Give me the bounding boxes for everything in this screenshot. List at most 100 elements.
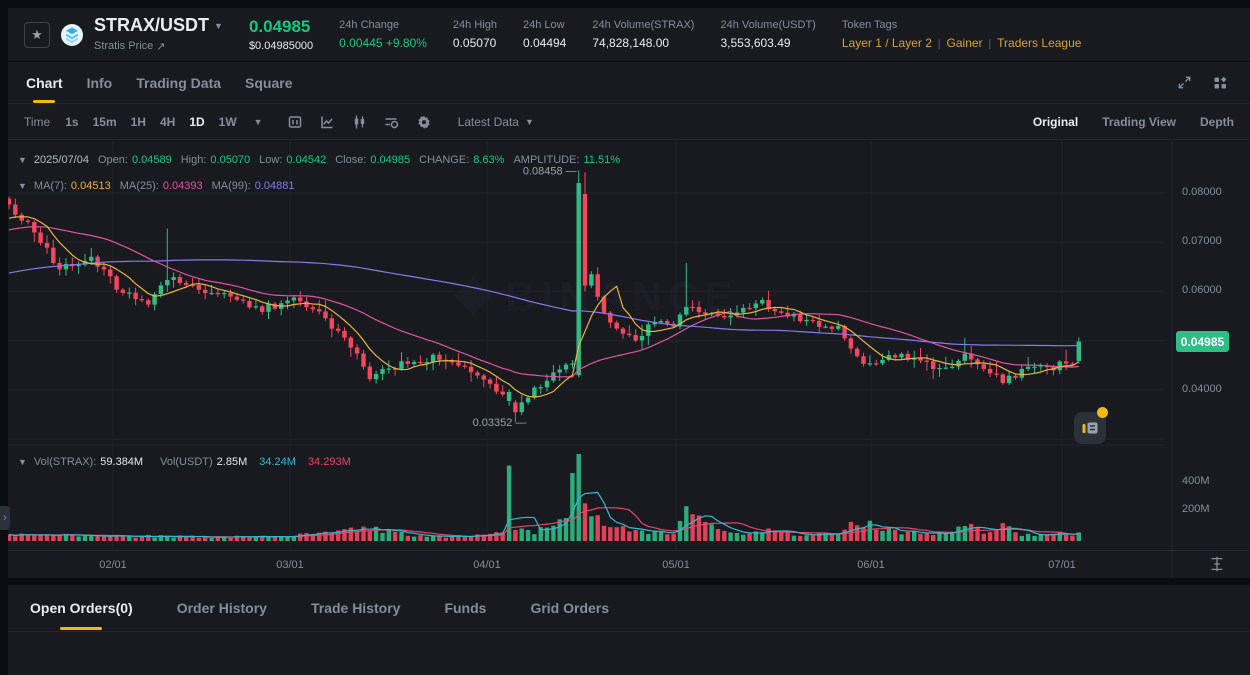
pair-caret-icon: ▼ — [214, 20, 223, 31]
svg-text:BINANCE: BINANCE — [505, 273, 738, 320]
pair-selector[interactable]: STRAX/USDT ▼ — [94, 15, 223, 36]
chart-settings-button[interactable] — [416, 114, 432, 130]
tab-info[interactable]: Info — [75, 62, 125, 103]
token-tag[interactable]: Gainer — [946, 36, 983, 50]
candlestick-chart: BINANCE 0.08458 — 0.03352 — — [8, 141, 1250, 577]
vol-ma-slow: 34.293M — [307, 456, 351, 468]
orders-panel: Open Orders(0) Order History Trade Histo… — [8, 585, 1250, 675]
price-tick: 0.06000 — [1182, 284, 1222, 296]
interval-4h[interactable]: 4H — [153, 113, 182, 131]
stat-label: 24h High — [452, 19, 497, 31]
coin-info-link[interactable]: Stratis Price ↗ — [94, 40, 166, 53]
session-calendar-button[interactable] — [287, 114, 303, 130]
ohlc-date: 2025/07/04 — [33, 154, 89, 166]
ma-value: 0.04513 — [70, 180, 111, 192]
stat-value: 0.04494 — [522, 36, 567, 50]
date-tick: 07/01 — [1048, 559, 1076, 571]
layout-grid-button[interactable] — [1212, 75, 1228, 91]
view-depth[interactable]: Depth — [1200, 114, 1234, 129]
interval-15m[interactable]: 15m — [86, 113, 124, 131]
orders-tabs: Open Orders(0) Order History Trade Histo… — [8, 585, 1250, 632]
date-tick: 02/01 — [99, 559, 127, 571]
stat-24h-volume-base: 24h Volume(STRAX) 74,828,148.00 — [592, 19, 694, 50]
candlestick-style-button[interactable] — [351, 114, 367, 130]
ma-readout: ▼ MA(7): 0.04513 MA(25): 0.04393 MA(99): 0.… — [18, 180, 294, 192]
tab-trading-data[interactable]: Trading Data — [124, 62, 233, 103]
svg-text:0.03352 —: 0.03352 — — [473, 417, 527, 429]
ohlc-label: Low: — [259, 154, 283, 166]
fullscreen-button[interactable] — [1177, 75, 1192, 90]
panel-list-icon — [1082, 422, 1098, 434]
token-tag[interactable]: Layer 1 / Layer 2 — [841, 36, 932, 50]
ma-caret-icon[interactable]: ▼ — [18, 181, 27, 191]
tag-separator: | — [937, 39, 941, 50]
tab-funds[interactable]: Funds — [438, 599, 492, 630]
tab-square[interactable]: Square — [233, 62, 304, 103]
sidebar-collapse-handle[interactable]: › — [0, 506, 10, 530]
tab-label: Info — [86, 74, 113, 91]
interval-caret-icon[interactable]: ▼ — [248, 116, 269, 128]
expand-icon — [1178, 76, 1191, 89]
ma-label: MA(99): — [211, 180, 251, 192]
tab-label: Funds — [444, 600, 487, 616]
latest-data-selector[interactable]: Latest Data ▼ — [452, 114, 540, 130]
candlestick-icon — [354, 115, 364, 128]
interval-1s[interactable]: 1s — [58, 113, 85, 131]
ohlc-value: 0.04985 — [370, 154, 411, 166]
interval-1h[interactable]: 1H — [124, 113, 153, 131]
measure-icon — [1211, 556, 1223, 571]
vol-value: 2.85M — [216, 456, 248, 468]
stat-label: 24h Low — [522, 19, 565, 31]
chart-view-switch: Original Trading View Depth — [1033, 115, 1234, 129]
chart-toolbar: Time 1s 15m 1H 4H 1D 1W ▼ — [8, 104, 1250, 140]
calendar-icon — [288, 115, 301, 128]
date-axis[interactable]: 02/01 03/01 04/01 05/01 06/01 07/01 — [8, 551, 1172, 578]
price-tick: 0.07000 — [1182, 235, 1222, 247]
tab-open-orders[interactable]: Open Orders(0) — [24, 599, 139, 630]
ohlc-caret-icon[interactable]: ▼ — [18, 155, 27, 165]
tab-grid-orders[interactable]: Grid Orders — [524, 599, 615, 630]
price-block: 0.04985 $0.04985000 — [249, 17, 313, 52]
date-tick: 04/01 — [473, 559, 501, 571]
time-label: Time — [24, 114, 51, 129]
interval-1d[interactable]: 1D — [182, 113, 211, 131]
stat-24h-low: 24h Low 0.04494 — [523, 19, 566, 50]
ohlc-label: High: — [180, 154, 207, 166]
view-original[interactable]: Original — [1032, 114, 1079, 129]
vol-caret-icon[interactable]: ▼ — [18, 457, 27, 467]
view-tradingview[interactable]: Trading View — [1102, 114, 1176, 129]
line-chart-icon — [320, 116, 333, 128]
last-price-badge: 0.04985 — [1176, 331, 1229, 352]
interval-1w[interactable]: 1W — [212, 113, 244, 131]
token-tags-label: Token Tags — [841, 19, 898, 31]
last-price: 0.04985 — [248, 17, 311, 36]
stat-24h-high: 24h High 0.05070 — [453, 19, 497, 50]
token-tags: Token Tags Layer 1 / Layer 2 | Gainer | Trad… — [842, 19, 1082, 50]
tab-trade-history[interactable]: Trade History — [305, 599, 406, 630]
vol-ma-fast: 34.24M — [259, 456, 296, 468]
tab-chart[interactable]: Chart — [14, 62, 75, 103]
volume-readout: ▼ Vol(STRAX): 59.384M Vol(USDT) 2.85M 34.2… — [18, 456, 351, 468]
axis-scale-button[interactable] — [1204, 554, 1230, 576]
volume-tick: 400M — [1182, 475, 1210, 487]
vol-label: Vol(STRAX): — [33, 456, 97, 468]
favorite-button[interactable]: ★ — [24, 21, 50, 48]
active-tab-underline — [33, 100, 56, 103]
tab-label: Open Orders(0) — [30, 600, 133, 616]
latest-data-caret-icon: ▼ — [524, 116, 534, 127]
indicators-button[interactable] — [383, 114, 400, 130]
tab-order-history[interactable]: Order History — [171, 599, 273, 630]
ohlc-value: 0.05070 — [210, 154, 251, 166]
token-tag[interactable]: Traders League — [997, 36, 1082, 50]
ohlc-label: Close: — [335, 154, 367, 166]
tab-label: Chart — [26, 74, 63, 91]
ohlc-value: 11.51% — [583, 154, 620, 166]
ohlc-label: AMPLITUDE: — [513, 154, 580, 166]
stat-value: 3,553,603.49 — [720, 36, 791, 50]
star-icon: ★ — [31, 27, 43, 42]
coin-subtitle: Stratis Price — [94, 40, 154, 52]
chart-canvas[interactable]: BINANCE 0.08458 — 0.03352 — ▼ 2025/07/04 O… — [8, 140, 1250, 578]
stat-24h-volume-quote: 24h Volume(USDT) 3,553,603.49 — [720, 19, 815, 50]
line-chart-button[interactable] — [319, 114, 335, 130]
